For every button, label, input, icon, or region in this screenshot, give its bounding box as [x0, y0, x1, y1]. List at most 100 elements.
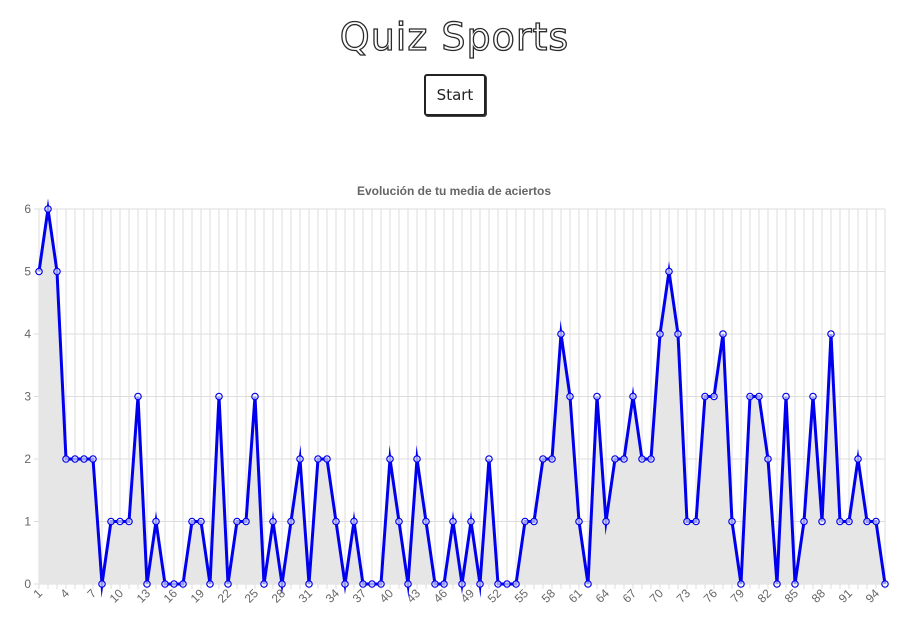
x-tick-label: 28 [269, 586, 289, 606]
data-point [611, 455, 619, 463]
x-axis: 1 4 7 10 13 16 19 22 25 28 31 34 37 40 43 46 49 52 55 58 61 6… [30, 586, 882, 606]
data-point [233, 517, 241, 526]
x-tick-label: 10 [107, 586, 127, 606]
data-point [503, 580, 511, 588]
x-tick-label: 49 [458, 586, 478, 606]
data-point [674, 330, 682, 338]
data-point [215, 392, 223, 401]
x-tick-label: 43 [404, 586, 424, 606]
y-tick-label: 4 [24, 327, 31, 341]
x-tick-label: 34 [323, 586, 343, 606]
data-point [584, 580, 592, 588]
data-point [134, 392, 142, 401]
data-point [53, 267, 61, 276]
data-point [98, 580, 106, 588]
data-point [782, 392, 790, 401]
data-point [422, 517, 430, 526]
data-point [602, 517, 610, 526]
y-tick-label: 0 [24, 577, 31, 591]
data-point [881, 580, 889, 588]
x-tick-label: 85 [782, 586, 802, 606]
data-point [89, 455, 97, 463]
x-tick-label: 73 [674, 586, 694, 606]
data-point [836, 517, 844, 526]
data-point [71, 455, 79, 463]
data-point [818, 517, 826, 526]
data-point [350, 517, 358, 526]
data-point [395, 517, 403, 526]
data-point [143, 580, 151, 588]
data-point [512, 580, 520, 588]
data-point [359, 580, 367, 588]
data-point [341, 580, 349, 588]
x-tick-label: 94 [863, 586, 883, 606]
x-tick-label: 91 [836, 586, 856, 606]
start-button[interactable]: Start [424, 74, 486, 116]
y-axis: 0 1 2 3 4 5 6 [24, 202, 31, 591]
data-point [557, 330, 565, 338]
x-tick-label: 19 [188, 586, 208, 606]
data-point [116, 517, 124, 526]
data-point [593, 392, 601, 401]
x-tick-label: 58 [539, 586, 559, 606]
data-point [323, 455, 331, 463]
data-point [458, 580, 466, 588]
data-point [206, 580, 214, 588]
x-tick-label: 61 [566, 586, 586, 606]
chart-points [35, 205, 889, 588]
data-point [800, 517, 808, 526]
data-point [62, 455, 70, 463]
data-point [467, 517, 475, 526]
data-point [845, 517, 853, 526]
x-tick-label: 31 [296, 586, 316, 606]
data-point [575, 517, 583, 526]
x-tick-label: 76 [701, 586, 721, 606]
data-point [242, 517, 250, 526]
data-point [269, 517, 277, 526]
data-point [710, 392, 718, 401]
data-point [719, 330, 727, 338]
data-point [827, 330, 835, 338]
x-tick-label: 13 [134, 586, 154, 606]
data-point [179, 580, 187, 588]
x-tick-label: 1 [30, 586, 45, 601]
data-point [692, 517, 700, 526]
x-tick-label: 64 [593, 586, 613, 606]
data-point [80, 455, 88, 463]
chart-title: Evolución de tu media de aciertos [357, 184, 551, 198]
data-point [737, 580, 745, 588]
data-point [746, 392, 754, 401]
y-tick-label: 6 [24, 202, 31, 216]
data-point [404, 580, 412, 588]
data-point [791, 580, 799, 588]
data-point [863, 517, 871, 526]
data-point [638, 455, 646, 463]
app-title: Quiz Sports [339, 14, 570, 59]
data-point [440, 580, 448, 588]
data-point [224, 580, 232, 588]
data-point [629, 392, 637, 401]
data-point [449, 517, 457, 526]
x-tick-label: 37 [350, 586, 370, 606]
data-point [872, 517, 880, 526]
data-point [152, 517, 160, 526]
x-tick-label: 70 [647, 586, 667, 606]
data-point [683, 517, 691, 526]
data-point [476, 580, 484, 588]
x-tick-label: 79 [728, 586, 748, 606]
y-tick-label: 5 [24, 265, 31, 279]
y-tick-label: 2 [24, 452, 31, 466]
data-point [530, 517, 538, 526]
data-point [188, 517, 196, 526]
data-point [287, 517, 295, 526]
data-point [431, 580, 439, 588]
data-point [755, 392, 763, 401]
data-point [773, 580, 781, 588]
data-point [548, 455, 556, 463]
data-point [170, 580, 178, 588]
x-tick-label: 16 [161, 586, 181, 606]
data-point [296, 455, 304, 463]
y-tick-label: 3 [24, 390, 31, 404]
x-tick-label: 7 [84, 586, 99, 601]
